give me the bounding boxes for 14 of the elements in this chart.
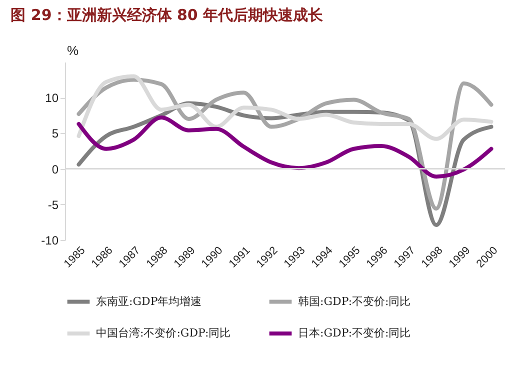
line-series [76, 74, 494, 141]
y-axis-title: % [67, 43, 79, 58]
line-series [76, 78, 494, 211]
line-series [76, 116, 494, 179]
y-tick-label: -10 [41, 234, 59, 248]
legend-label: 东南亚:GDP年均增速 [96, 294, 202, 308]
legend-label: 韩国:GDP:不变价:同比 [298, 294, 411, 308]
legend-label: 日本:GDP:不变价:同比 [298, 326, 411, 340]
y-tick-label: -5 [48, 198, 59, 212]
y-tick-label: 10 [45, 91, 59, 106]
y-tick-label: 5 [52, 126, 59, 141]
legend-label: 中国台湾:不变价:GDP:同比 [96, 326, 231, 340]
chart-title: 图 29：亚洲新兴经济体 80 年代后期快速成长 [10, 6, 324, 24]
y-tick-label: 0 [52, 162, 59, 176]
